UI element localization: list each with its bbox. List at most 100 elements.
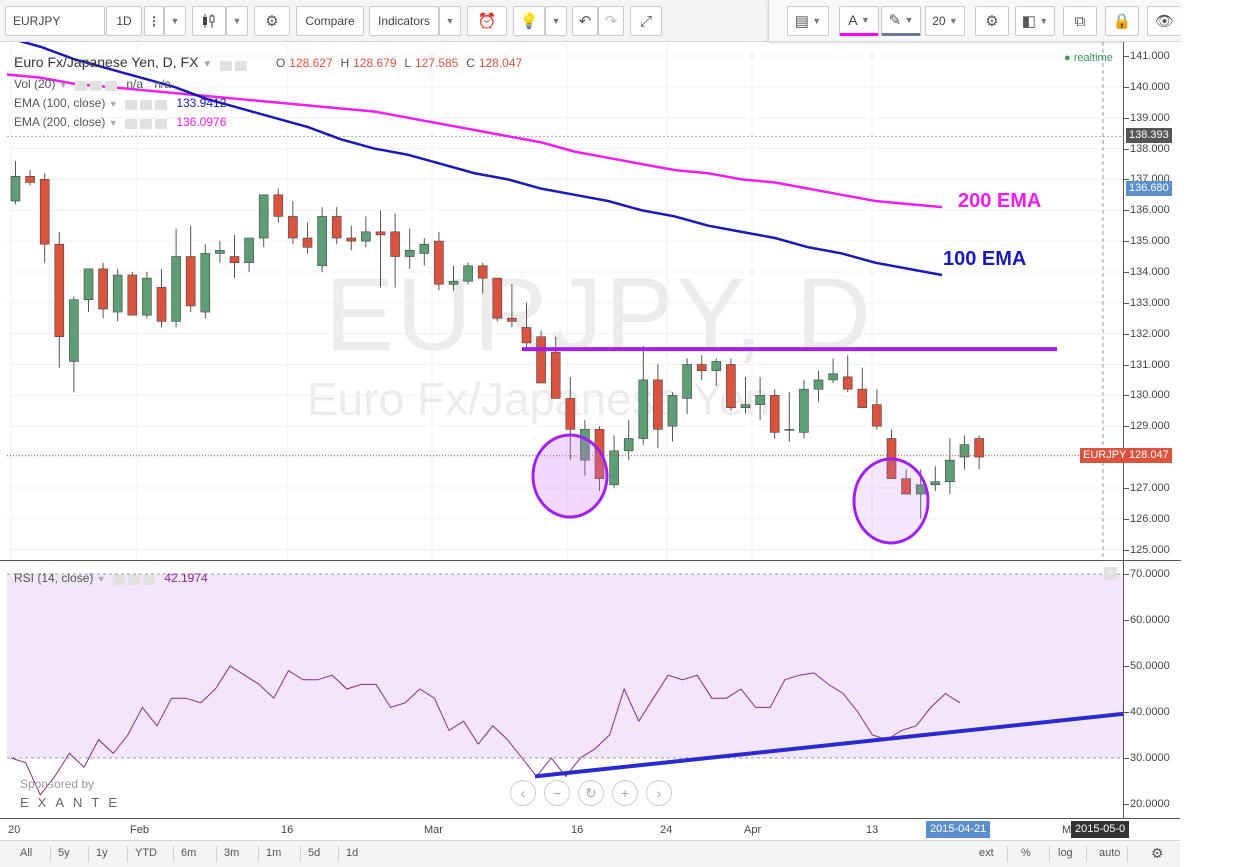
rsi-band (7, 574, 1123, 758)
range-5y-button[interactable]: 5y (58, 847, 70, 859)
settings-gear-icon-bottom[interactable]: ⚙ (1151, 845, 1164, 861)
ema100-legend[interactable]: EMA (100, close) ▼ 133.9412 (14, 96, 227, 110)
range-5d-button[interactable]: 5d (308, 847, 321, 859)
candle-body (171, 256, 181, 322)
candle-body (83, 268, 94, 301)
time-axis-cursor-label: 2015-04-21 (926, 821, 991, 838)
clone-icon[interactable]: ⧉ (1063, 6, 1097, 36)
ema100-actions[interactable] (124, 99, 173, 110)
scroll-right-icon[interactable]: › (646, 780, 672, 806)
redo-icon[interactable]: ↷ (598, 6, 624, 36)
range-1m-button[interactable]: 1m (266, 847, 282, 859)
candle-body (390, 231, 400, 257)
lock-icon[interactable]: 🔒 (1105, 6, 1139, 36)
range-6m-button[interactable]: 6m (181, 847, 197, 859)
fullscreen-icon[interactable]: ⤢ (630, 6, 662, 36)
visibility-eye-icon[interactable]: 👁 (1147, 6, 1181, 36)
candle-body (434, 240, 444, 285)
price-tick (1124, 395, 1129, 397)
candle-body (200, 253, 211, 313)
price-tick (1124, 333, 1129, 335)
indicators-dropdown[interactable]: ▼ (439, 6, 461, 36)
ema100-value: 133.9412 (176, 96, 227, 110)
price-axis[interactable]: 141.000 140.000 139.000 138.000 137.000 136.0… (0, 42, 1181, 818)
scroll-left-icon[interactable]: ‹ (510, 780, 536, 806)
compare-button[interactable]: Compare (296, 6, 364, 36)
double-bottom-circle-1 (531, 433, 609, 519)
candle-body (667, 395, 678, 427)
price-label: 136.000 (1130, 204, 1170, 217)
range-3m-button[interactable]: 3m (224, 847, 240, 859)
font-size-select[interactable]: 20 ▼ (925, 6, 965, 36)
undo-icon[interactable]: ↶ (572, 6, 598, 36)
price-label: 141.000 (1130, 50, 1170, 62)
alert-clock-icon[interactable]: ⏰ (467, 6, 507, 36)
ema200-legend[interactable]: EMA (200, close) ▼ 136.0976 (14, 115, 227, 129)
price-label: 140.000 (1130, 80, 1170, 93)
price-axis-marker: 128.047 (1126, 447, 1172, 463)
range-1y-button[interactable]: 1y (96, 847, 108, 859)
range-ytd-button[interactable]: YTD (135, 847, 157, 859)
candle-body (463, 265, 473, 282)
more-dots-icon[interactable]: ⋮ (144, 6, 164, 36)
candle-body (492, 277, 503, 319)
legend-actions[interactable] (220, 58, 268, 72)
reset-icon[interactable]: ↻ (578, 780, 604, 806)
line-color-button[interactable]: ✎ ▼ (881, 6, 921, 36)
layer-order-icon[interactable]: ◧ ▼ (1015, 6, 1055, 36)
pane-separator[interactable] (0, 560, 1181, 561)
candle-body (799, 388, 809, 433)
vol-legend[interactable]: Vol (20) ▼ n/a n/a (14, 77, 172, 91)
ohlc-o-label: O (276, 56, 286, 70)
rsi-legend[interactable]: RSI (14, close) ▼ 42.1974 (14, 571, 208, 585)
interval-button[interactable]: 1D (106, 6, 142, 36)
scale-ext-button[interactable]: ext (979, 847, 994, 859)
candle-body (39, 179, 50, 245)
rsi-pane[interactable]: RSI (14, close) ▼ 42.1974 + (7, 561, 1123, 818)
rsi-actions[interactable] (112, 574, 161, 585)
price-label: 129.000 (1130, 420, 1170, 433)
scale-auto-button[interactable]: auto (1099, 847, 1121, 859)
sponsor-logo[interactable]: EXANTE (20, 795, 127, 810)
vol-actions[interactable] (74, 80, 123, 91)
rsi-maximize-icon[interactable]: + (1104, 567, 1117, 580)
note-icon[interactable]: ▤ ▼ (787, 6, 829, 36)
zoom-in-icon[interactable]: + (612, 780, 638, 806)
scale-log-button[interactable]: log (1058, 847, 1073, 859)
range-all-button[interactable]: All (20, 847, 33, 859)
indicators-button[interactable]: Indicators (369, 6, 439, 36)
price-pane[interactable]: EURJPY, D Euro Fx/Japanese Yen Euro Fx/J… (7, 42, 1123, 560)
scale-percent-button[interactable]: % (1021, 847, 1031, 859)
price-label: 127.000 (1130, 481, 1170, 494)
ema100-line (18, 42, 943, 277)
chevron-down-icon[interactable]: ▼ (164, 6, 186, 36)
range-1d-button[interactable]: 1d (346, 847, 359, 859)
time-label: Apr (744, 824, 762, 836)
object-settings-gear-icon[interactable]: ⚙ (975, 6, 1009, 36)
legend-title: Euro Fx/Japanese Yen, D, FX (14, 54, 199, 70)
symbol-input[interactable]: EURJPY (5, 6, 105, 36)
chart-style-dropdown[interactable]: ▼ (226, 6, 248, 36)
time-axis-end-label: 2015-05-0 (1071, 821, 1130, 838)
ohlc-c-label: C (466, 56, 475, 70)
rsi-axis-label: 30.0000 (1130, 752, 1170, 764)
time-axis[interactable]: 2015-04-21 2015-05-0 20 Feb 16 Mar 16 24 Apr 13… (0, 818, 1180, 840)
candle-body (112, 274, 123, 313)
ema200-line (7, 73, 943, 209)
lightbulb-icon[interactable]: 💡 (513, 6, 545, 36)
price-tick (1124, 271, 1129, 273)
zoom-out-icon[interactable]: − (544, 780, 570, 806)
settings-gear-icon[interactable]: ⚙ (254, 6, 290, 36)
candle-body (974, 438, 984, 458)
time-label: 16 (281, 824, 294, 836)
rsi-tick (1124, 574, 1129, 575)
pencil-icon: ✎ (888, 12, 902, 29)
lightbulb-dropdown[interactable]: ▼ (545, 6, 567, 36)
rsi-axis-label: 50.0000 (1130, 660, 1170, 672)
text-color-button[interactable]: A ▼ (839, 6, 879, 36)
ema200-actions[interactable] (124, 118, 173, 129)
chart-style-button[interactable] (192, 6, 226, 36)
price-tick (1124, 86, 1129, 88)
candle-body (813, 379, 824, 390)
price-axis-marker: 138.393 (1126, 128, 1172, 144)
